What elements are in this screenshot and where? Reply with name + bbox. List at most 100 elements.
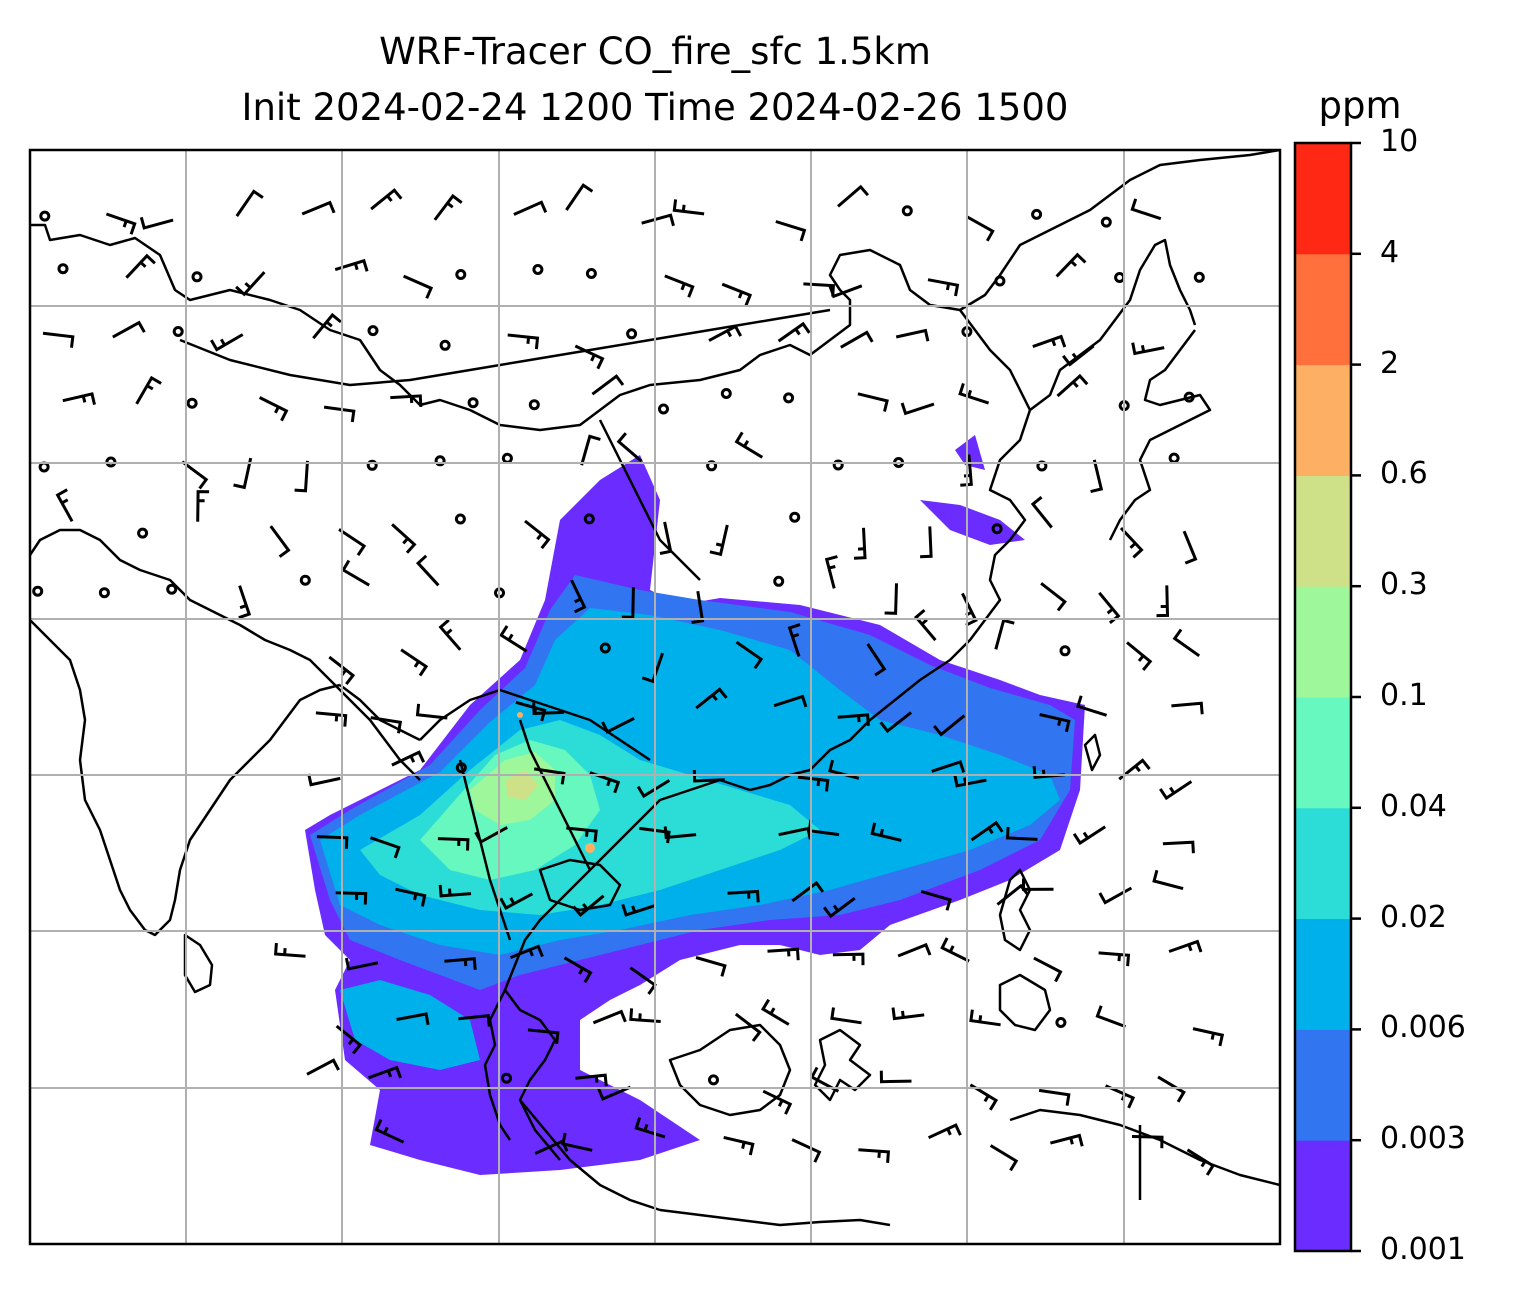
colorbar-tick-label: 0.003 [1380,1121,1466,1157]
wind-barb [563,956,593,984]
wind-calm-marker [299,574,311,586]
wind-barb [927,278,960,297]
wind-barb [727,889,760,903]
wind-barb [641,213,675,227]
wind-calm-marker [39,210,51,222]
wind-barb [1098,886,1133,905]
wind-barb [570,579,587,614]
wind-barb [1130,198,1162,221]
wind-barb [695,687,728,710]
wind-barb [323,405,356,423]
wind-barb [1182,530,1198,565]
wind-barb [370,188,403,211]
wind-barb [931,760,966,773]
wind-barb [1157,1075,1186,1103]
field-level-8 [517,712,523,718]
wind-barb [824,555,838,589]
wind-calm-marker [658,403,669,415]
colorbar-segment [1295,143,1351,255]
wind-barb [933,714,966,737]
wind-barb [112,320,146,339]
field-level-6 [505,770,538,800]
wind-barb [294,460,309,493]
wind-barb [1062,344,1095,367]
wind-barb [509,944,544,959]
wind-barb [777,321,811,343]
wind-barb [621,903,656,917]
wind-barb [927,1123,962,1140]
colorbar-segment [1295,1140,1351,1252]
wind-barb [920,526,933,559]
wind-barb [1040,582,1067,612]
wind-barb [621,587,635,619]
wind-calm-marker [789,511,801,523]
wind-calm-marker [783,392,795,404]
wind-barb [840,330,874,349]
field-level-7 [585,843,595,853]
wind-calm-marker [434,455,446,467]
wind-barb [396,1012,430,1026]
wind-barb [444,957,477,970]
wind-barb [341,559,370,587]
wind-barb [616,432,643,463]
wind-calm-marker [1055,1017,1067,1028]
wind-barb [897,942,932,958]
wind-calm-marker [1168,452,1180,464]
wind-calm-marker [166,583,178,595]
wind-barb [953,774,987,788]
wind-barb [125,253,156,279]
colorbar-tick-label: 0.1 [1380,678,1428,713]
map-frame [28,148,1282,1246]
wind-barb [374,1118,405,1144]
coast-korea-japan [959,238,1197,412]
coast-sri-lanka [183,933,214,994]
colorbar-segment [1295,918,1351,1030]
wind-calm-marker [708,1074,719,1086]
wind-barb [597,1085,632,1101]
border-cambodia [538,858,622,912]
wind-calm-marker [57,263,69,275]
wind-barb [238,585,252,620]
wind-barb [312,312,342,340]
wind-barb [773,694,808,708]
wind-barb [734,1012,762,1042]
wind-calm-marker [901,205,913,217]
wind-barb [970,820,1004,842]
wind-barb [458,1014,491,1027]
coast-philippines-south [998,973,1052,1032]
wind-calm-marker [501,1072,512,1084]
wind-barb [837,184,870,208]
wind-barb [1005,826,1038,841]
colorbar-segment [1295,253,1351,366]
wind-barb [338,528,367,557]
wind-barb [900,402,935,416]
coast-bay-bengal [30,528,421,781]
wind-barb [721,282,753,306]
wind-calm-marker [832,459,844,471]
wind-barb [1168,939,1203,953]
coast-taiwan [1083,733,1102,772]
wind-barb [233,457,253,490]
colorbar-segment [1295,475,1351,587]
wind-calm-marker [32,585,44,597]
wind-calm-marker [1183,391,1195,403]
wind-barb [269,525,291,558]
wind-barb [879,711,913,734]
wind-barb [828,284,863,299]
wind-barb [692,769,725,783]
wind-barb [1156,585,1170,618]
wind-barb [1104,1084,1136,1109]
wind-barb [709,524,729,557]
colorbar-tick-label: 10 [1380,124,1419,159]
wind-barb [601,716,635,734]
wind-barb [1030,496,1053,529]
wind-barb [891,1007,925,1021]
wind-barb [797,775,830,792]
wind-barb [235,189,264,217]
wind-barb [1186,1148,1216,1176]
wind-calm-marker [98,587,110,599]
wind-barb [575,1073,608,1087]
border-laos-vietnam [518,719,592,871]
wind-calm-marker [706,460,718,472]
wind-barb [391,523,417,554]
